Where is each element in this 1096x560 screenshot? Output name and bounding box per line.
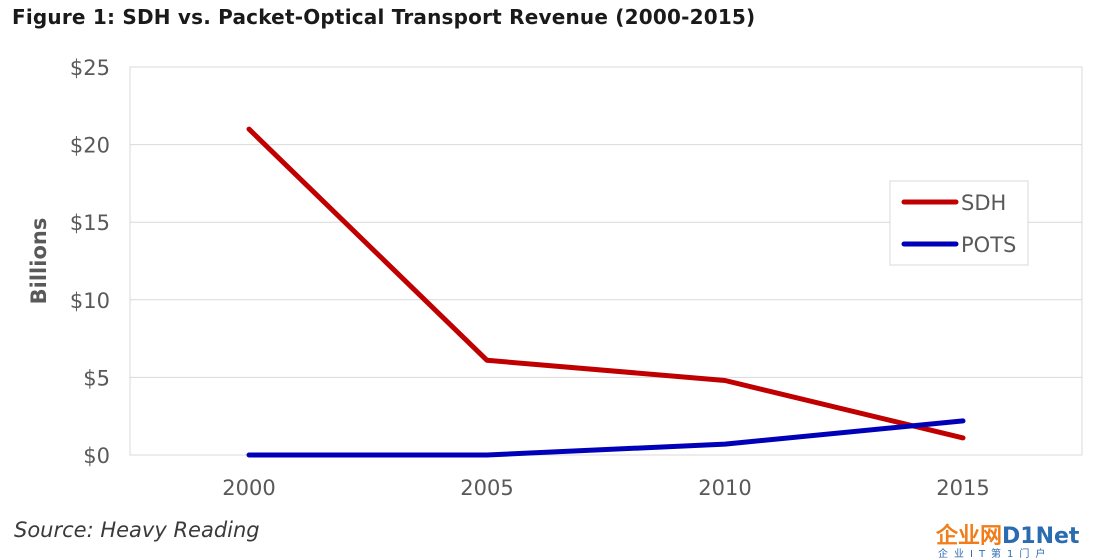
source-note: Source: Heavy Reading <box>14 518 260 542</box>
logo-subtitle: 企业IT第1门户 <box>938 549 1052 560</box>
y-tick-label: $5 <box>83 366 110 390</box>
x-tick-label: 2015 <box>936 476 989 500</box>
x-tick-label: 2010 <box>698 476 751 500</box>
legend: SDH POTS <box>889 180 1029 266</box>
logo-cn-text: 企业网 <box>936 524 1003 549</box>
logo-en-text: D1Net <box>1002 524 1080 549</box>
x-axis-tick-labels: 2000 2005 2010 2015 <box>222 476 989 500</box>
line-chart: $0 $5 $10 $15 $20 $25 2000 2005 2010 2015 Billio… <box>27 56 1083 500</box>
y-tick-label: $25 <box>70 56 110 80</box>
y-axis-tick-labels: $0 $5 $10 $15 $20 $25 <box>70 56 110 468</box>
legend-box <box>889 180 1029 266</box>
y-tick-label: $10 <box>70 289 110 313</box>
series-lines <box>246 126 966 458</box>
series-line-pots <box>246 418 966 458</box>
x-tick-label: 2000 <box>222 476 275 500</box>
d1net-logo: 企业网D1Net 企业IT第1门户 <box>936 518 1094 560</box>
figure-title: Figure 1: SDH vs. Packet-Optical Transpo… <box>12 5 756 29</box>
y-axis-title: Billions <box>27 218 51 305</box>
x-tick-label: 2005 <box>460 476 513 500</box>
y-tick-label: $0 <box>83 444 110 468</box>
y-tick-label: $15 <box>70 211 110 235</box>
legend-label-sdh: SDH <box>961 191 1006 215</box>
series-line-sdh <box>246 126 966 441</box>
y-tick-label: $20 <box>70 134 110 158</box>
legend-label-pots: POTS <box>961 233 1016 257</box>
